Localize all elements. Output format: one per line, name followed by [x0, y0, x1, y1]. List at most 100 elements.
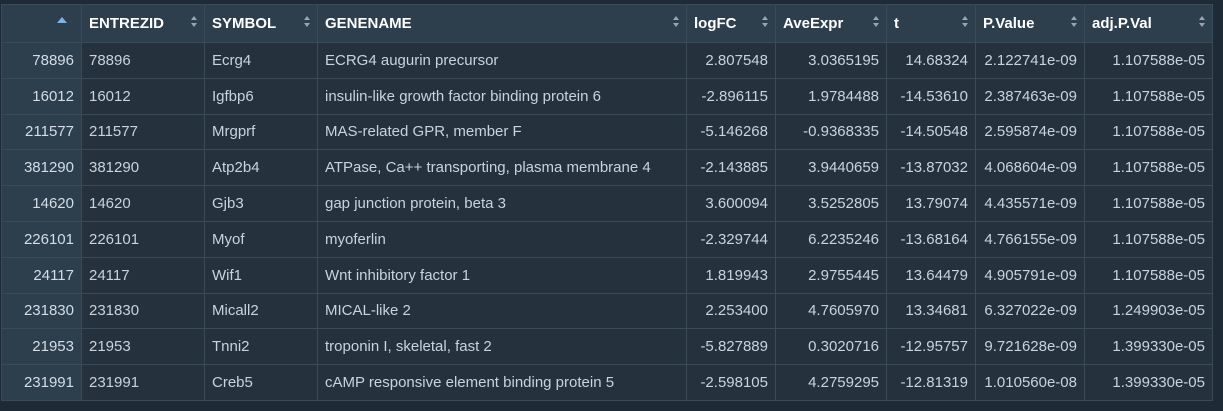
- aveexpr-cell: 6.2235246: [775, 220, 887, 258]
- adjpval-cell: 1.107588e-05: [1084, 42, 1213, 79]
- genename-cell: troponin I, skeletal, fast 2: [317, 328, 687, 366]
- sort-icon[interactable]: [304, 15, 311, 29]
- aveexpr-cell: 0.3020716: [775, 328, 887, 366]
- column-header-label: t: [894, 15, 899, 32]
- pvalue-cell: 4.766155e-09: [975, 220, 1085, 258]
- sort-icon[interactable]: [873, 15, 880, 29]
- table-row: 226101 226101 Myof myoferlin -2.329744 6…: [1, 220, 1213, 258]
- logfc-cell: 1.819943: [686, 256, 776, 294]
- table-row: 21953 21953 Tnni2 troponin I, skeletal, …: [1, 328, 1213, 366]
- entrezid-cell: 381290: [81, 149, 205, 187]
- t-cell: -14.53610: [886, 77, 976, 115]
- symbol-cell: Mrgprf: [204, 113, 318, 151]
- entrezid-cell: 14620: [81, 185, 205, 222]
- genename-cell: cAMP responsive element binding protein …: [317, 364, 687, 401]
- symbol-cell: Creb5: [204, 364, 318, 401]
- row-number-cell: 231830: [1, 292, 82, 330]
- adjpval-cell: 1.107588e-05: [1084, 113, 1213, 151]
- column-header-pvalue[interactable]: P.Value: [975, 4, 1085, 43]
- pvalue-cell: 2.122741e-09: [975, 42, 1085, 79]
- column-header-t[interactable]: t: [886, 4, 976, 43]
- t-cell: 13.79074: [886, 185, 976, 222]
- table-row: 14620 14620 Gjb3 gap junction protein, b…: [1, 185, 1213, 222]
- sort-icon[interactable]: [962, 15, 969, 29]
- pvalue-cell: 4.068604e-09: [975, 149, 1085, 187]
- genename-cell: MICAL-like 2: [317, 292, 687, 330]
- sort-ascending-icon[interactable]: [57, 17, 67, 23]
- logfc-cell: -2.598105: [686, 364, 776, 401]
- symbol-cell: Wif1: [204, 256, 318, 294]
- column-header-adjpval[interactable]: adj.P.Val: [1084, 4, 1213, 43]
- adjpval-cell: 1.107588e-05: [1084, 149, 1213, 187]
- column-header-label: adj.P.Val: [1092, 15, 1152, 32]
- aveexpr-cell: 4.7605970: [775, 292, 887, 330]
- aveexpr-cell: 3.5252805: [775, 185, 887, 222]
- adjpval-cell: 1.249903e-05: [1084, 292, 1213, 330]
- entrezid-cell: 231991: [81, 364, 205, 401]
- column-header-label: ENTREZID: [89, 15, 164, 32]
- column-header-label: logFC: [694, 15, 737, 32]
- symbol-cell: Micall2: [204, 292, 318, 330]
- column-header-label: AveExpr: [783, 15, 844, 32]
- t-cell: -13.68164: [886, 220, 976, 258]
- column-header-aveexpr[interactable]: AveExpr: [775, 4, 887, 43]
- row-number-cell: 211577: [1, 113, 82, 151]
- t-cell: 13.34681: [886, 292, 976, 330]
- pvalue-cell: 9.721628e-09: [975, 328, 1085, 366]
- table-row: 231830 231830 Micall2 MICAL-like 2 2.253…: [1, 292, 1213, 330]
- sort-icon[interactable]: [1199, 15, 1206, 29]
- logfc-cell: -5.146268: [686, 113, 776, 151]
- adjpval-cell: 1.107588e-05: [1084, 77, 1213, 115]
- aveexpr-cell: 2.9755445: [775, 256, 887, 294]
- sort-icon[interactable]: [191, 15, 198, 29]
- t-cell: -14.50548: [886, 113, 976, 151]
- genename-cell: gap junction protein, beta 3: [317, 185, 687, 222]
- adjpval-cell: 1.107588e-05: [1084, 256, 1213, 294]
- symbol-cell: Myof: [204, 220, 318, 258]
- row-number-cell: 24117: [1, 256, 82, 294]
- entrezid-cell: 78896: [81, 42, 205, 79]
- table-row: 16012 16012 Igfbp6 insulin-like growth f…: [1, 77, 1213, 115]
- adjpval-cell: 1.107588e-05: [1084, 185, 1213, 222]
- genename-cell: MAS-related GPR, member F: [317, 113, 687, 151]
- entrezid-cell: 231830: [81, 292, 205, 330]
- genename-cell: myoferlin: [317, 220, 687, 258]
- table-row: 381290 381290 Atp2b4 ATPase, Ca++ transp…: [1, 149, 1213, 187]
- column-header-rownum[interactable]: [1, 4, 82, 43]
- column-header-symbol[interactable]: SYMBOL: [204, 4, 318, 43]
- aveexpr-cell: -0.9368335: [775, 113, 887, 151]
- table-row: 211577 211577 Mrgprf MAS-related GPR, me…: [1, 113, 1213, 151]
- logfc-cell: 3.600094: [686, 185, 776, 222]
- aveexpr-cell: 1.9784488: [775, 77, 887, 115]
- row-number-cell: 21953: [1, 328, 82, 366]
- sort-icon[interactable]: [1071, 15, 1078, 29]
- t-cell: -12.95757: [886, 328, 976, 366]
- adjpval-cell: 1.107588e-05: [1084, 220, 1213, 258]
- logfc-cell: -2.143885: [686, 149, 776, 187]
- symbol-cell: Igfbp6: [204, 77, 318, 115]
- row-number-cell: 78896: [1, 42, 82, 79]
- aveexpr-cell: 3.9440659: [775, 149, 887, 187]
- table-header-row: ENTREZID SYMBOL GENENAME logFC AveExpr t: [1, 4, 1213, 43]
- logfc-cell: -2.329744: [686, 220, 776, 258]
- genename-cell: ATPase, Ca++ transporting, plasma membra…: [317, 149, 687, 187]
- pvalue-cell: 4.905791e-09: [975, 256, 1085, 294]
- symbol-cell: Atp2b4: [204, 149, 318, 187]
- column-header-genename[interactable]: GENENAME: [317, 4, 687, 43]
- t-cell: 14.68324: [886, 42, 976, 79]
- column-header-entrezid[interactable]: ENTREZID: [81, 4, 205, 43]
- column-header-logfc[interactable]: logFC: [686, 4, 776, 43]
- column-header-label: GENENAME: [325, 15, 412, 32]
- row-number-cell: 226101: [1, 220, 82, 258]
- entrezid-cell: 24117: [81, 256, 205, 294]
- entrezid-cell: 16012: [81, 77, 205, 115]
- data-table: ENTREZID SYMBOL GENENAME logFC AveExpr t: [1, 4, 1213, 401]
- column-header-label: SYMBOL: [212, 15, 277, 32]
- adjpval-cell: 1.399330e-05: [1084, 328, 1213, 366]
- logfc-cell: 2.253400: [686, 292, 776, 330]
- t-cell: 13.64479: [886, 256, 976, 294]
- column-header-label: P.Value: [983, 15, 1035, 32]
- sort-icon[interactable]: [762, 15, 769, 29]
- logfc-cell: -2.896115: [686, 77, 776, 115]
- sort-icon[interactable]: [673, 15, 680, 29]
